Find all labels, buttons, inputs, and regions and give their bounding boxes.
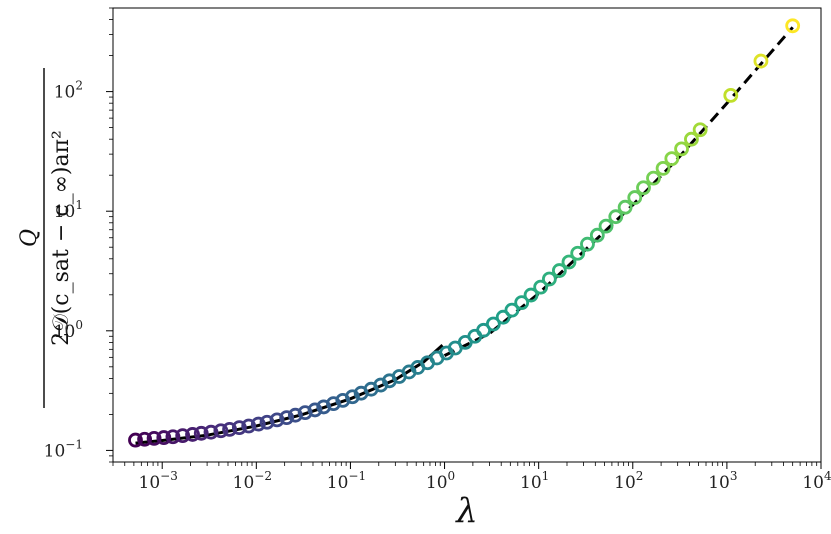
data-point xyxy=(514,295,530,311)
data-point xyxy=(185,427,200,442)
data-point xyxy=(128,432,143,448)
data-point xyxy=(684,131,699,147)
data-point xyxy=(608,209,624,225)
data-point xyxy=(533,279,549,295)
data-point xyxy=(345,389,360,405)
y-tick-label: 102 xyxy=(54,79,83,103)
y-axis-label: Q 2𝒟(c_sat − c_∞)aπ² xyxy=(17,68,74,408)
data-point xyxy=(561,254,577,270)
data-point xyxy=(664,151,680,167)
x-tick-label: 100 xyxy=(426,469,455,493)
data-point xyxy=(692,122,708,138)
data-point xyxy=(504,302,520,318)
data-point xyxy=(231,420,247,436)
data-point xyxy=(541,271,557,287)
data-point xyxy=(193,425,209,441)
data-point xyxy=(723,87,739,103)
data-point xyxy=(646,170,661,186)
data-point xyxy=(156,430,172,445)
data-point xyxy=(627,190,643,205)
data-point xyxy=(617,199,633,215)
x-tick-label: 101 xyxy=(520,469,549,493)
data-point xyxy=(495,309,511,325)
data-point xyxy=(287,407,303,423)
x-tick-label: 104 xyxy=(802,469,831,493)
data-point xyxy=(165,429,181,445)
data-point xyxy=(551,263,567,278)
x-tick-label: 103 xyxy=(708,469,737,493)
data-point xyxy=(146,431,162,446)
data-point xyxy=(279,410,295,426)
x-tick-label: 10−1 xyxy=(327,469,366,493)
x-tick-label: 102 xyxy=(614,469,643,493)
x-tick-label: 10−2 xyxy=(233,469,272,493)
data-point xyxy=(137,431,153,447)
x-axis-label: λ xyxy=(454,491,478,531)
data-point xyxy=(203,424,219,440)
data-point xyxy=(674,141,689,157)
data-markers xyxy=(128,18,801,448)
data-point xyxy=(589,227,605,243)
data-point xyxy=(655,160,671,176)
data-point xyxy=(269,412,285,428)
data-point xyxy=(241,418,257,434)
data-point xyxy=(753,53,769,69)
y-tick-label: 10−1 xyxy=(44,437,83,461)
data-point xyxy=(485,316,501,332)
data-point xyxy=(307,402,323,418)
data-point xyxy=(222,421,237,437)
data-point xyxy=(213,423,229,439)
x-tick-label: 10−3 xyxy=(139,469,178,493)
data-point xyxy=(636,180,651,196)
y-axis-label-numerator: Q xyxy=(17,229,42,247)
y-axis-label-denominator: 2𝒟(c_sat − c_∞)aπ² xyxy=(49,130,74,346)
data-point xyxy=(785,18,801,34)
data-point xyxy=(523,287,539,303)
data-point xyxy=(175,428,191,443)
plot-frame xyxy=(112,7,822,463)
data-point xyxy=(598,218,614,234)
model-lines xyxy=(135,26,794,445)
large-lambda-asymptote-line xyxy=(443,26,794,357)
data-point xyxy=(570,245,586,261)
data-point xyxy=(580,236,595,252)
data-point xyxy=(250,416,266,432)
